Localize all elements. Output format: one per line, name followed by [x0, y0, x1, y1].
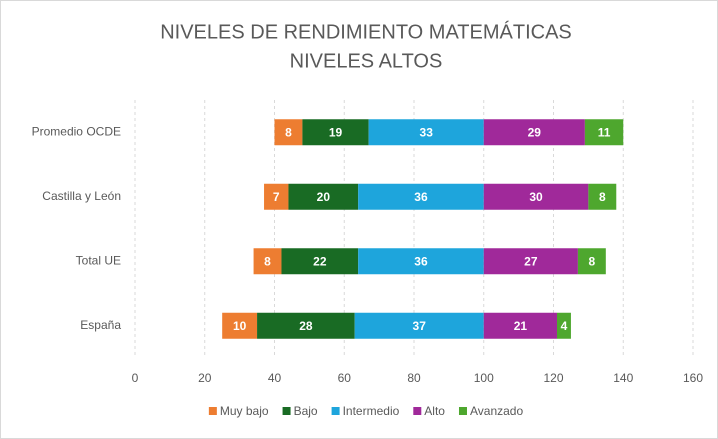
legend-swatch [208, 407, 217, 415]
legend-swatch [282, 407, 291, 415]
data-label: 10 [233, 319, 247, 333]
data-label: 4 [561, 319, 568, 333]
bar-segment [274, 119, 303, 146]
bar-segment [358, 248, 484, 275]
data-label: 36 [414, 190, 428, 204]
y-tick-label: España [80, 318, 121, 332]
data-label: 8 [285, 125, 292, 139]
legend-label: Muy bajo [220, 404, 269, 418]
legend-label: Intermedio [343, 404, 400, 418]
data-label: 8 [599, 190, 606, 204]
bar-segment [222, 312, 258, 339]
legend-label: Alto [424, 404, 445, 418]
data-label: 20 [317, 190, 331, 204]
legend-swatch [458, 407, 467, 415]
data-label: 22 [313, 254, 327, 268]
bar-segment [483, 119, 585, 146]
x-tick-label: 20 [198, 371, 212, 385]
x-tick-label: 80 [407, 371, 421, 385]
x-tick-label: 140 [613, 371, 633, 385]
bar-segment [588, 183, 617, 210]
x-tick-label: 160 [683, 371, 703, 385]
bar-segment [483, 183, 589, 210]
legend-label: Avanzado [470, 404, 523, 418]
data-label: 19 [329, 125, 343, 139]
legend-label: Bajo [294, 404, 318, 418]
data-label: 7 [273, 190, 280, 204]
legend-swatch [331, 407, 340, 415]
bar-segment [483, 248, 578, 275]
bar-segment [257, 312, 355, 339]
bar-segment [288, 183, 359, 210]
x-tick-label: 40 [268, 371, 282, 385]
data-label: 37 [413, 319, 427, 333]
y-tick-label: Promedio OCDE [32, 124, 121, 138]
bar-segment [483, 312, 557, 339]
bar-segment [577, 248, 606, 275]
bar-segment [584, 119, 624, 146]
bar-segment [358, 183, 484, 210]
legend-swatch [413, 407, 422, 415]
chart-title: NIVELES DE RENDIMIENTO MATEMÁTICAS [160, 20, 572, 43]
data-label: 30 [529, 190, 543, 204]
data-label: 21 [514, 319, 528, 333]
data-label: 11 [598, 125, 611, 139]
x-tick-label: 120 [543, 371, 563, 385]
data-label: 33 [420, 125, 434, 139]
data-label: 8 [264, 254, 271, 268]
bar-segment [281, 248, 359, 275]
bar-segment [264, 183, 289, 210]
bar-segment [354, 312, 484, 339]
data-label: 28 [299, 319, 313, 333]
bar-segment [368, 119, 484, 146]
x-tick-label: 0 [132, 371, 139, 385]
data-label: 27 [524, 254, 538, 268]
x-tick-label: 60 [338, 371, 352, 385]
data-label: 36 [414, 254, 428, 268]
bar-segment [302, 119, 369, 146]
y-tick-label: Castilla y León [42, 189, 121, 203]
data-label: 29 [528, 125, 542, 139]
data-label: 8 [589, 254, 596, 268]
bar-segment [253, 248, 282, 275]
x-tick-label: 100 [474, 371, 494, 385]
chart-subtitle: NIVELES ALTOS [290, 50, 443, 72]
bar-segment [556, 312, 571, 339]
y-tick-label: Total UE [76, 253, 121, 267]
